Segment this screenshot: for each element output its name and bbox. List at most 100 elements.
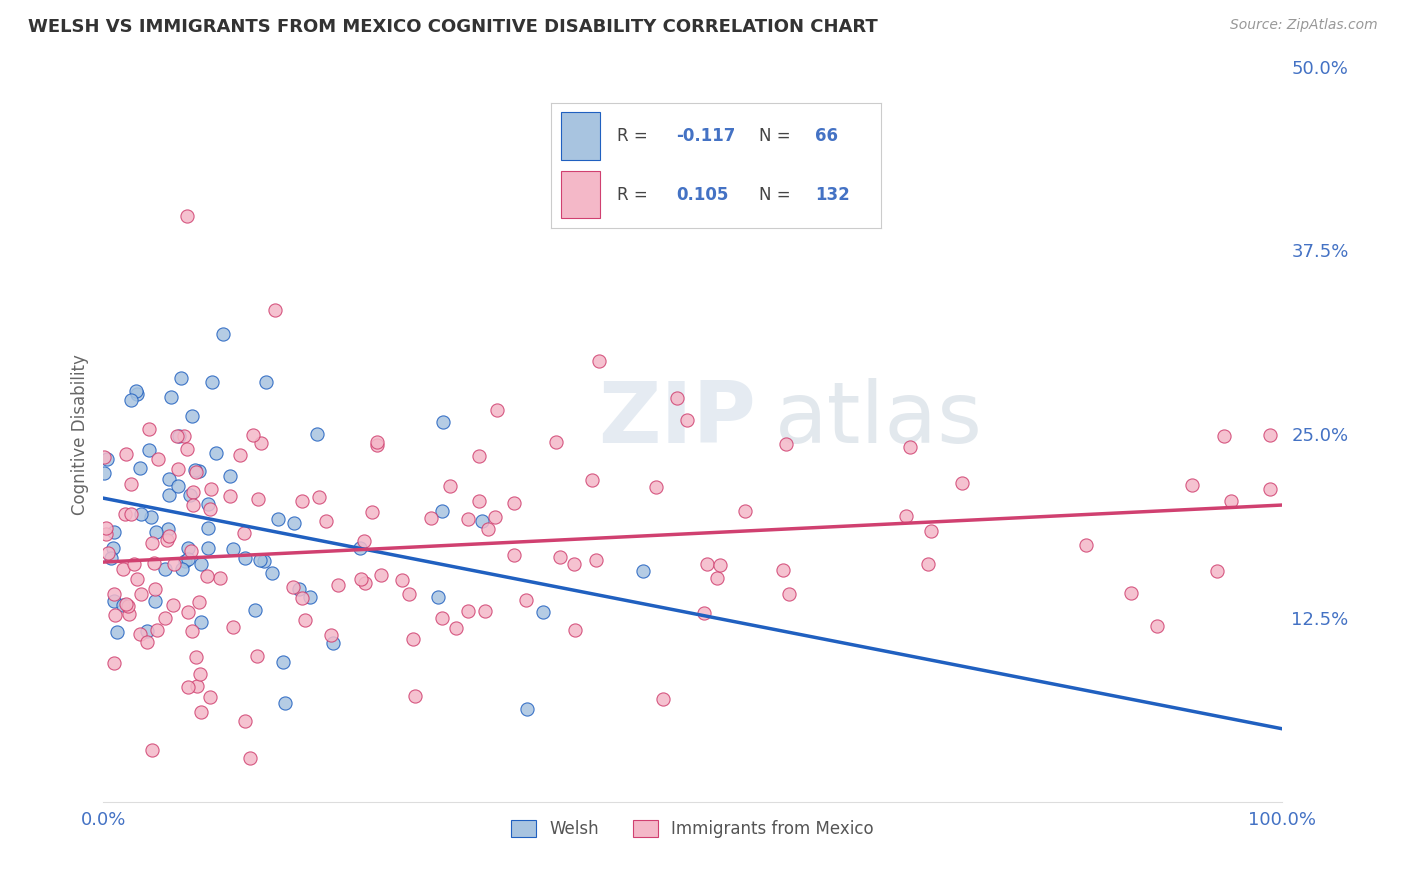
Point — [135, 635, 157, 649]
Point — [484, 510, 506, 524]
Point — [204, 445, 226, 459]
Point — [173, 429, 195, 443]
Point — [546, 435, 568, 450]
Point — [353, 534, 375, 549]
Point — [243, 602, 266, 616]
Point — [103, 587, 125, 601]
Point — [548, 550, 571, 565]
Point — [190, 615, 212, 629]
Point — [94, 521, 117, 535]
Point — [167, 462, 190, 476]
Point — [101, 541, 124, 556]
Point — [693, 606, 716, 620]
Point — [129, 461, 152, 475]
Point — [503, 496, 526, 510]
Y-axis label: Cognitive Disability: Cognitive Disability — [72, 353, 89, 515]
Point — [201, 375, 224, 389]
Legend: Welsh, Immigrants from Mexico: Welsh, Immigrants from Mexico — [505, 814, 880, 845]
Point — [219, 469, 242, 483]
Point — [308, 490, 330, 504]
Point — [141, 743, 163, 757]
Point — [249, 553, 271, 567]
Point — [136, 624, 159, 638]
Point — [190, 557, 212, 571]
Point — [170, 371, 193, 385]
Point — [235, 551, 257, 566]
Point — [229, 449, 252, 463]
Point — [103, 524, 125, 539]
Point — [221, 620, 243, 634]
Point — [398, 587, 420, 601]
Point — [246, 492, 269, 507]
Point — [145, 593, 167, 607]
Point — [167, 429, 190, 443]
Point — [173, 554, 195, 568]
Point — [120, 392, 142, 407]
Point — [444, 621, 467, 635]
Point — [706, 571, 728, 585]
Point — [585, 553, 607, 567]
Point — [588, 354, 610, 368]
Point — [186, 679, 208, 693]
Point — [96, 451, 118, 466]
Point — [631, 564, 654, 578]
Point — [184, 649, 207, 664]
Point — [366, 438, 388, 452]
Point — [253, 554, 276, 568]
Point — [146, 451, 169, 466]
Point — [516, 702, 538, 716]
Point — [138, 422, 160, 436]
Point — [709, 558, 731, 573]
Point — [188, 595, 211, 609]
Point — [468, 493, 491, 508]
Point — [696, 557, 718, 571]
Point — [249, 436, 271, 450]
Point — [146, 624, 169, 638]
Point — [141, 509, 163, 524]
Point — [291, 494, 314, 508]
Point — [129, 627, 152, 641]
Point — [197, 521, 219, 535]
Point — [104, 608, 127, 623]
Point — [122, 558, 145, 572]
Point — [125, 386, 148, 401]
Point — [1258, 482, 1281, 496]
Point — [439, 479, 461, 493]
Point — [212, 326, 235, 341]
Point — [281, 580, 304, 594]
Point — [157, 473, 180, 487]
Point — [349, 541, 371, 556]
Point — [156, 533, 179, 547]
Point — [103, 594, 125, 608]
Point — [322, 636, 344, 650]
Point — [176, 680, 198, 694]
Point — [238, 751, 260, 765]
Point — [115, 598, 138, 612]
Point — [200, 690, 222, 704]
Point — [177, 605, 200, 619]
Point — [114, 507, 136, 521]
Point — [391, 574, 413, 588]
Point — [177, 552, 200, 566]
Point — [581, 473, 603, 487]
Point — [93, 450, 115, 465]
Point — [299, 590, 322, 604]
Point — [354, 576, 377, 591]
Point — [200, 482, 222, 496]
Point — [734, 503, 756, 517]
Point — [167, 478, 190, 492]
Point — [170, 561, 193, 575]
Point — [432, 504, 454, 518]
Point — [645, 480, 668, 494]
Point — [457, 604, 479, 618]
Point — [651, 692, 673, 706]
Point — [115, 447, 138, 461]
Point — [242, 428, 264, 442]
Text: atlas: atlas — [775, 378, 983, 461]
Point — [531, 605, 554, 619]
Point — [155, 610, 177, 624]
Point — [184, 463, 207, 477]
Point — [283, 516, 305, 530]
Point — [138, 442, 160, 457]
Point — [370, 568, 392, 582]
